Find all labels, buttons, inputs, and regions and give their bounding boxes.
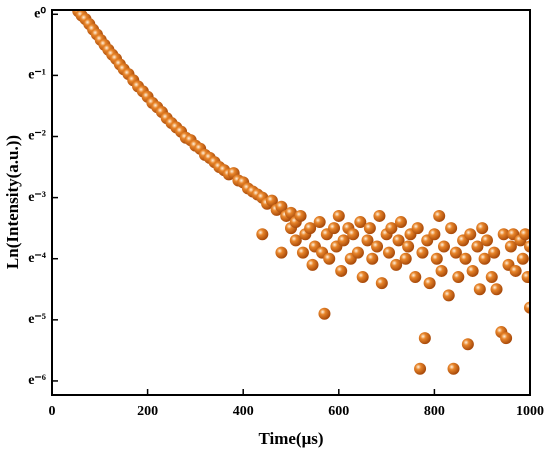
point bbox=[435, 264, 448, 277]
point bbox=[442, 289, 455, 302]
point bbox=[504, 240, 517, 253]
x-tick-label: 800 bbox=[424, 404, 445, 419]
point bbox=[394, 216, 407, 229]
point bbox=[351, 246, 364, 259]
point bbox=[466, 264, 479, 277]
point bbox=[335, 264, 348, 277]
y-tick-label: e⁻⁶ bbox=[28, 373, 46, 388]
point bbox=[437, 240, 450, 253]
point bbox=[294, 209, 307, 222]
point bbox=[382, 246, 395, 259]
x-tick-label: 0 bbox=[49, 404, 56, 419]
point bbox=[430, 252, 443, 265]
point bbox=[402, 240, 415, 253]
point bbox=[337, 234, 350, 247]
y-tick-label: e⁻¹ bbox=[28, 68, 46, 83]
point bbox=[519, 228, 530, 241]
plot-frame bbox=[51, 9, 531, 396]
point bbox=[392, 234, 405, 247]
point bbox=[459, 252, 472, 265]
point bbox=[354, 216, 367, 229]
point bbox=[363, 222, 376, 235]
point bbox=[449, 246, 462, 259]
x-tick-label: 200 bbox=[137, 404, 158, 419]
point bbox=[256, 228, 269, 241]
point bbox=[433, 209, 446, 222]
point bbox=[521, 271, 530, 284]
x-tick-label: 1000 bbox=[516, 404, 544, 419]
point bbox=[497, 228, 510, 241]
point bbox=[285, 206, 297, 219]
point bbox=[524, 240, 530, 253]
point bbox=[409, 271, 422, 284]
points bbox=[72, 10, 530, 375]
y-tick-label: e⁻⁴ bbox=[28, 251, 47, 266]
point bbox=[275, 246, 288, 259]
point bbox=[418, 332, 431, 345]
point bbox=[313, 216, 326, 229]
point bbox=[323, 252, 336, 265]
point bbox=[516, 252, 529, 265]
point bbox=[332, 209, 345, 222]
point bbox=[390, 258, 403, 271]
y-tick-label: e⁰ bbox=[34, 6, 46, 21]
point bbox=[296, 246, 309, 259]
point bbox=[416, 246, 429, 259]
point bbox=[318, 307, 331, 320]
point bbox=[275, 200, 288, 213]
y-tick-label: e⁻³ bbox=[28, 190, 46, 205]
point bbox=[452, 271, 465, 284]
point bbox=[461, 338, 474, 351]
point bbox=[371, 240, 384, 253]
point bbox=[373, 209, 386, 222]
point bbox=[306, 258, 319, 271]
point bbox=[428, 228, 441, 241]
point bbox=[447, 362, 460, 375]
point bbox=[445, 222, 458, 235]
point bbox=[500, 332, 513, 345]
point bbox=[480, 234, 493, 247]
y-axis-label: Ln(Intensity(a.u.)) bbox=[3, 135, 22, 269]
point bbox=[366, 252, 379, 265]
point bbox=[478, 252, 491, 265]
point bbox=[423, 277, 436, 290]
point bbox=[385, 222, 398, 235]
y-tick-label: e⁻² bbox=[28, 129, 46, 144]
point bbox=[414, 362, 427, 375]
point bbox=[347, 228, 360, 241]
point bbox=[488, 246, 501, 259]
point bbox=[471, 240, 484, 253]
point bbox=[289, 234, 302, 247]
y-tick-label: e⁻⁵ bbox=[28, 312, 46, 327]
point bbox=[265, 194, 278, 207]
point bbox=[509, 264, 522, 277]
point bbox=[473, 283, 486, 296]
x-axis-label: Time(μs) bbox=[258, 429, 323, 448]
point bbox=[411, 222, 424, 235]
point bbox=[375, 277, 388, 290]
point bbox=[399, 252, 412, 265]
x-tick-label: 600 bbox=[328, 404, 349, 419]
point bbox=[524, 301, 530, 314]
point bbox=[490, 283, 503, 296]
point bbox=[356, 271, 369, 284]
point bbox=[464, 228, 477, 241]
point bbox=[476, 222, 489, 235]
point bbox=[361, 234, 374, 247]
point bbox=[304, 222, 317, 235]
point bbox=[328, 222, 341, 235]
point bbox=[485, 271, 498, 284]
x-tick-label: 400 bbox=[233, 404, 254, 419]
